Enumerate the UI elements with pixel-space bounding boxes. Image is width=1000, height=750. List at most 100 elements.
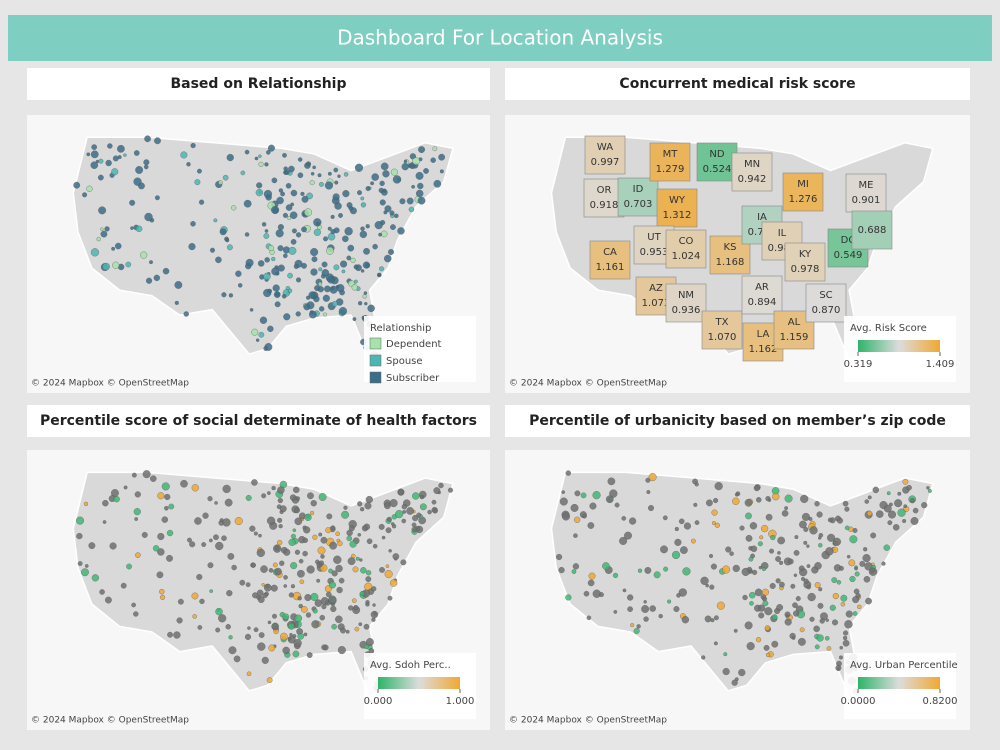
map-dot bbox=[354, 626, 360, 632]
map-dot bbox=[818, 543, 823, 548]
map-dot bbox=[374, 221, 383, 230]
map-dot bbox=[91, 144, 98, 150]
state-abbr: UT bbox=[647, 232, 661, 243]
map-dot bbox=[327, 171, 332, 176]
map-dot bbox=[267, 325, 274, 333]
map-dot bbox=[745, 512, 752, 520]
map-dot bbox=[221, 292, 227, 298]
map-dot bbox=[379, 266, 385, 272]
map-dot bbox=[143, 164, 149, 170]
map-dot bbox=[173, 631, 181, 639]
map-dot bbox=[807, 592, 816, 602]
map-dot bbox=[344, 227, 353, 236]
map-dot bbox=[348, 280, 355, 287]
map-dot bbox=[266, 677, 273, 684]
map-dot bbox=[771, 640, 779, 648]
map-dot bbox=[104, 226, 110, 232]
map-dot bbox=[345, 629, 350, 634]
map-dot bbox=[246, 671, 252, 677]
state-abbr: WA bbox=[597, 142, 613, 153]
map-dot bbox=[218, 180, 223, 185]
map-dot bbox=[799, 627, 805, 633]
map-dot bbox=[329, 285, 338, 294]
map-dot bbox=[387, 249, 394, 255]
map-dot bbox=[288, 165, 295, 173]
map-dot bbox=[359, 558, 363, 562]
map-dot bbox=[394, 213, 399, 219]
map-dot bbox=[263, 272, 271, 281]
map-dot bbox=[166, 529, 174, 537]
map-dot bbox=[222, 174, 229, 181]
map-dot bbox=[288, 592, 294, 598]
map-dot bbox=[838, 565, 844, 571]
map-dot bbox=[337, 646, 346, 655]
map-dot bbox=[360, 202, 367, 208]
map-dot bbox=[90, 150, 99, 159]
map-dot bbox=[317, 173, 322, 178]
map-dot bbox=[264, 162, 269, 167]
state-region bbox=[805, 283, 847, 323]
map-dot bbox=[237, 283, 243, 288]
map-dot bbox=[363, 291, 368, 295]
map-dot bbox=[307, 492, 314, 500]
state-region bbox=[741, 275, 783, 315]
map-dot bbox=[705, 583, 709, 588]
map-dot bbox=[412, 157, 420, 165]
legend-title: Avg. Risk Score bbox=[850, 323, 927, 334]
map-dot bbox=[392, 175, 402, 184]
map-dot bbox=[831, 577, 838, 584]
map-dot bbox=[313, 295, 320, 303]
map-dot bbox=[290, 562, 298, 570]
map-dot bbox=[630, 623, 635, 628]
map-dot bbox=[156, 571, 164, 579]
map-dot bbox=[770, 534, 776, 541]
map-dot bbox=[844, 620, 853, 629]
map-dot bbox=[310, 510, 315, 516]
map-dot bbox=[793, 550, 800, 556]
map-dot bbox=[347, 557, 356, 566]
map-dot bbox=[343, 505, 348, 510]
map-dot bbox=[389, 579, 398, 587]
map-dot bbox=[321, 261, 328, 268]
map-dot bbox=[693, 502, 698, 507]
map-dot bbox=[303, 526, 311, 534]
map-dot bbox=[167, 631, 173, 638]
map-dot bbox=[775, 578, 781, 584]
map-dot bbox=[100, 227, 104, 231]
state-value: 0.901 bbox=[852, 195, 881, 206]
state-abbr: NM bbox=[678, 290, 694, 301]
map-dot bbox=[310, 500, 317, 507]
map-dot bbox=[76, 532, 83, 540]
map-dot bbox=[309, 180, 315, 186]
map-dot bbox=[180, 151, 188, 159]
map-dot bbox=[865, 597, 872, 605]
state-value: 0.549 bbox=[834, 250, 863, 261]
map-dot bbox=[305, 612, 312, 618]
map-dot bbox=[319, 614, 326, 621]
map-dot bbox=[647, 505, 655, 512]
map-dot bbox=[840, 602, 846, 607]
map-dot bbox=[587, 579, 595, 587]
map-dot bbox=[164, 505, 169, 511]
map-dot bbox=[646, 490, 651, 495]
map-dot bbox=[643, 616, 649, 622]
map-dot bbox=[751, 569, 758, 576]
map-dot bbox=[102, 262, 110, 271]
map-dot bbox=[298, 558, 304, 564]
panel-title-box bbox=[27, 68, 490, 100]
map-dot bbox=[423, 168, 429, 174]
map-dot bbox=[277, 486, 285, 494]
map-dot bbox=[215, 256, 222, 264]
map-dot bbox=[277, 517, 283, 523]
map-dot bbox=[215, 627, 221, 633]
state-value: 0.894 bbox=[748, 297, 777, 308]
map-dot bbox=[357, 501, 363, 507]
map-dot bbox=[842, 630, 849, 636]
map-dot bbox=[401, 518, 407, 524]
map-dot bbox=[135, 225, 143, 233]
map-dot bbox=[764, 625, 771, 631]
map-dot bbox=[846, 554, 851, 559]
map-dot bbox=[790, 583, 796, 589]
map-dot bbox=[197, 625, 203, 630]
